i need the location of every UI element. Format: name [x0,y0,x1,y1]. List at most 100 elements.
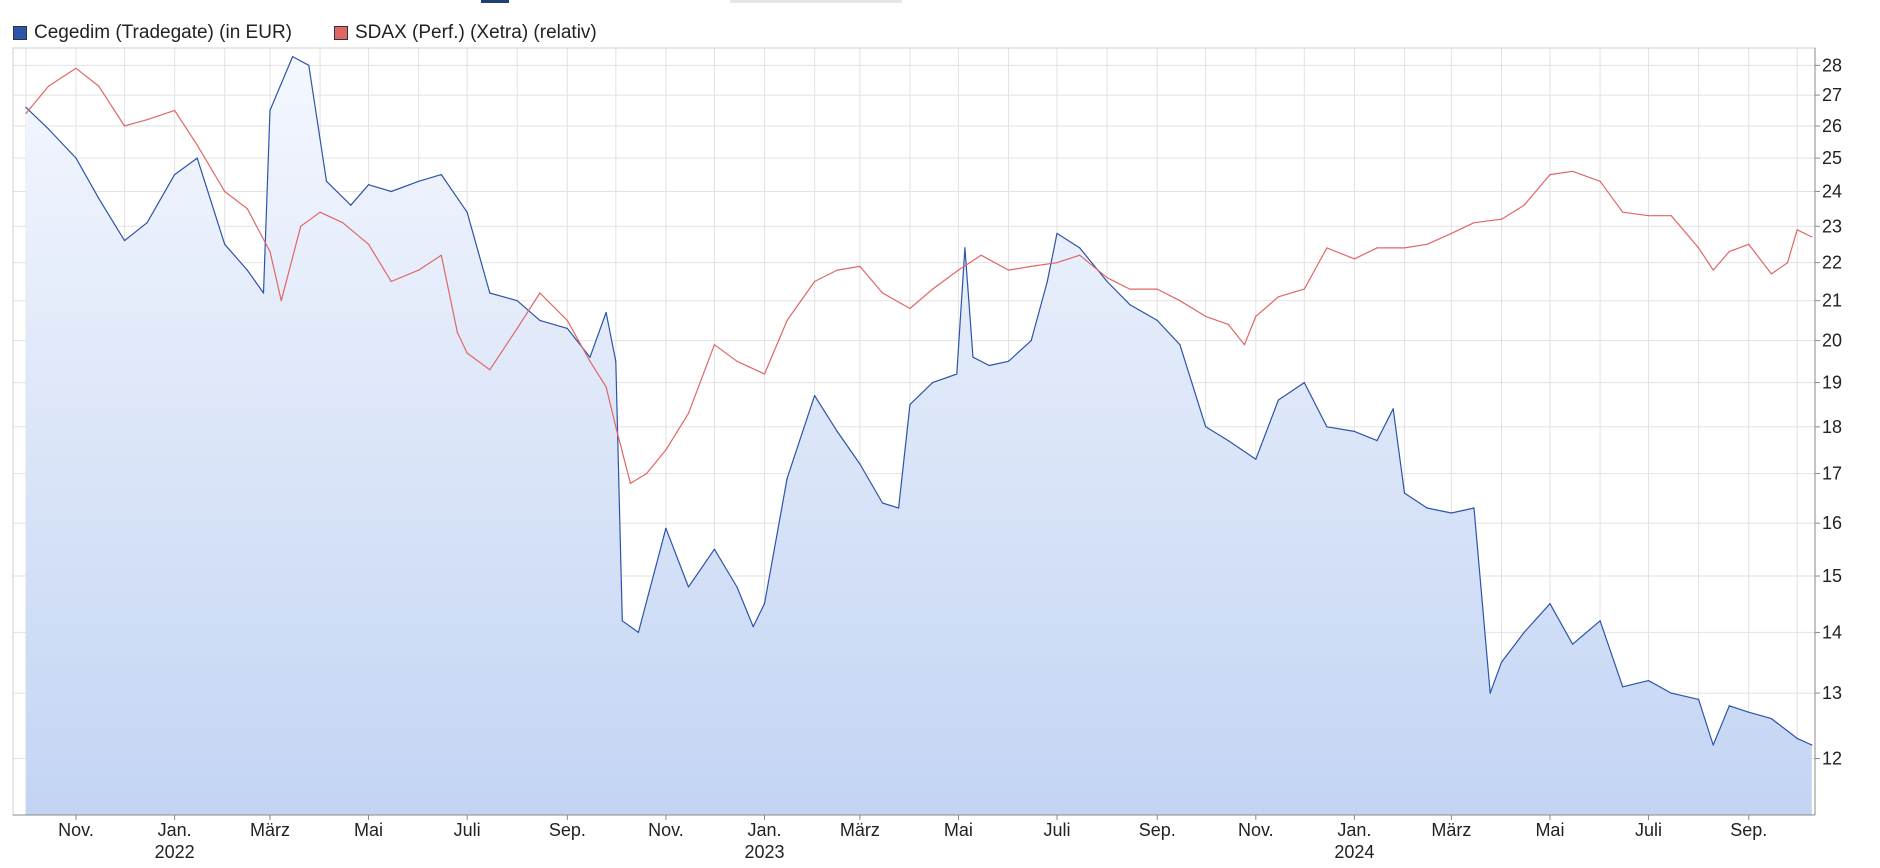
cegedim-data-point [1728,705,1730,707]
sdax-data-point [1255,315,1257,317]
y-tick-label: 12 [1822,749,1842,769]
cegedim-data-point [1106,280,1108,283]
cegedim-data-point [1647,680,1650,682]
cegedim-data-point [566,327,568,329]
sdax-data-point [390,280,392,283]
cegedim-data-point [1670,692,1672,694]
cegedim-data-point [174,174,176,176]
sdax-data-point [1376,247,1378,249]
y-tick-label: 21 [1822,291,1842,311]
sdax-data-point [224,190,226,193]
plot-frame [12,47,1816,816]
y-tick-label: 25 [1822,148,1842,168]
y-tick-label: 17 [1822,464,1842,484]
x-tick-label: März [250,820,290,840]
cegedim-data-point [146,222,148,224]
cegedim-data-point [909,403,911,405]
cegedim-data-point [615,360,617,362]
cegedim-data-point [637,631,640,634]
cegedim-data-point [1255,458,1257,460]
sdax-data-point [1712,269,1714,271]
cegedim-data-point [1392,408,1394,410]
cegedim-data-point [736,586,738,588]
sdax-data-point [368,243,370,245]
sdax-data-point [605,386,607,388]
x-tick-label: Juli [1044,820,1071,840]
sdax-data-point [1326,247,1328,249]
sdax-data-point [932,288,934,290]
y-tick-label: 18 [1822,417,1842,437]
sdax-data-point [980,254,982,256]
legend-label-cegedim: Cegedim (Tradegate) (in EUR) [34,22,292,43]
x-tick-label: Nov. [648,820,684,840]
sdax-data-point [418,269,420,271]
y-tick-label: 19 [1822,373,1842,393]
sdax-data-point [123,125,126,127]
sdax-data-point [466,352,468,354]
cegedim-data-point [1046,280,1048,283]
cegedim-data-point [466,211,468,213]
cegedim-data-point [665,527,667,529]
cegedim-data-point [224,243,226,245]
cegedim-data-point [1450,512,1452,514]
sdax-data-point [146,119,148,121]
y-tick-label: 20 [1822,331,1842,351]
sdax-data-point [539,292,541,294]
y-tick-label: 28 [1822,55,1842,75]
cegedim-data-point [1770,718,1772,720]
sdax-data-point [1403,247,1406,249]
cegedim-data-point [1079,247,1081,249]
x-year-label: 2023 [744,842,784,862]
legend-swatch-cegedim [13,26,27,40]
sdax-data-point [1277,296,1279,298]
legend-item-cegedim[interactable]: Cegedim (Tradegate) (in EUR) [13,22,292,44]
y-tick-label: 26 [1822,116,1842,136]
cegedim-data-point [75,157,77,159]
sdax-data-point [713,344,716,346]
y-tick-label: 22 [1822,253,1842,273]
sdax-data-point [1523,204,1525,206]
cegedim-data-point [1712,744,1714,746]
sdax-data-point [786,319,788,321]
legend-item-sdax[interactable]: SDAX (Perf.) (Xetra) (relativ) [334,22,597,44]
x-tick-label: März [840,820,880,840]
cegedim-data-point [539,319,541,321]
cegedim-data-point [964,247,966,249]
cegedim-data-point [713,548,716,550]
cegedim-data-point [1599,620,1601,622]
top-tab-indicator[interactable] [730,0,902,3]
cegedim-data-point [350,204,352,206]
y-tick-label: 13 [1822,683,1842,703]
cegedim-series-line [25,56,1813,746]
cegedim-data-point [1376,440,1378,442]
sdax-data-point [957,269,960,271]
x-axis: Nov. Jan. März Mai Juli Sep. Nov. Jan. März Mai Ju… [58,815,1767,862]
cegedim-data-point [687,586,690,588]
sdax-data-point [319,211,321,213]
top-accent-indicator[interactable] [481,0,509,3]
cegedim-data-point [1129,304,1131,306]
sdax-data-point [1796,229,1798,231]
cegedim-data-point [489,292,491,294]
cegedim-data-point [1179,344,1181,346]
sdax-data-point [196,144,198,146]
sdax-data-point [1549,174,1551,176]
cegedim-data-point [1622,686,1624,688]
cegedim-data-point [956,373,958,375]
sdax-data-point [1500,218,1503,220]
cegedim-data-point [269,109,271,111]
sdax-data-point [269,251,271,253]
cegedim-data-point [752,626,754,628]
x-tick-label: März [1431,820,1471,840]
sdax-data-point [1450,232,1452,234]
legend-swatch-sdax [334,26,348,40]
sdax-data-point [1056,262,1058,264]
sdax-data-point [1156,288,1158,290]
x-tick-label: Juli [1635,820,1662,840]
sdax-data-point [1179,300,1181,302]
y-tick-label: 24 [1822,181,1842,201]
cegedim-data-point [932,382,934,384]
cegedim-data-point [1403,492,1406,494]
cegedim-data-point [1572,643,1574,645]
cegedim-data-point [1489,692,1491,694]
